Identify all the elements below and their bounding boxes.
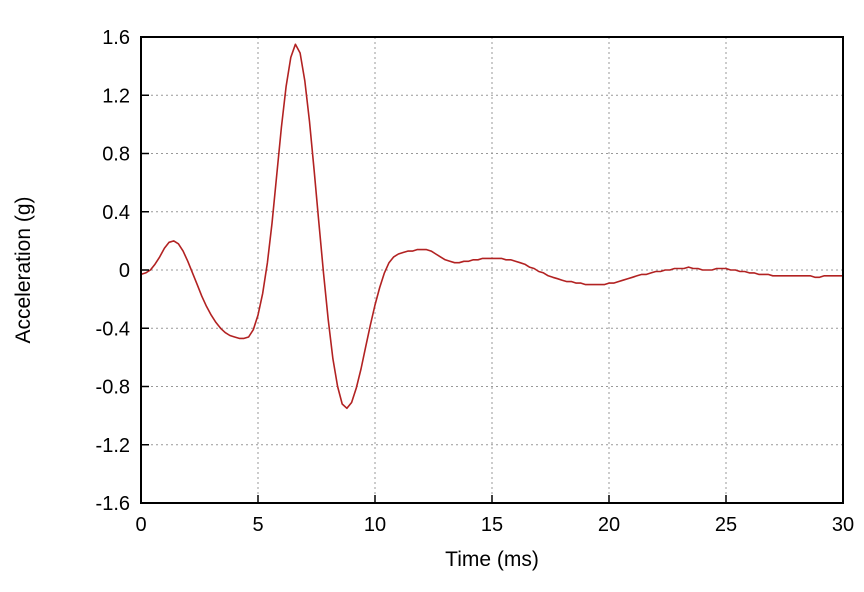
x-tick-label: 15 <box>481 514 503 536</box>
y-tick-label: -1.6 <box>96 493 130 515</box>
x-tick-label: 5 <box>252 514 263 536</box>
y-tick-label: 0.4 <box>102 202 130 224</box>
y-tick-label: 0.8 <box>102 144 130 166</box>
y-tick-label: -0.4 <box>96 318 130 340</box>
y-tick-label: -1.2 <box>96 435 130 457</box>
x-tick-label: 25 <box>715 514 737 536</box>
y-axis-title: Acceleration (g) <box>12 196 35 344</box>
x-tick-label: 30 <box>832 514 854 536</box>
x-tick-label: 0 <box>135 514 146 536</box>
y-tick-label: 0 <box>119 260 130 282</box>
x-tick-label: 20 <box>598 514 620 536</box>
x-tick-label: 10 <box>364 514 386 536</box>
y-tick-label: 1.2 <box>102 85 130 107</box>
y-tick-label: 1.6 <box>102 27 130 49</box>
data-line <box>140 43 844 410</box>
x-axis-title: Time (ms) <box>445 548 539 571</box>
y-tick-label: -0.8 <box>96 377 130 399</box>
